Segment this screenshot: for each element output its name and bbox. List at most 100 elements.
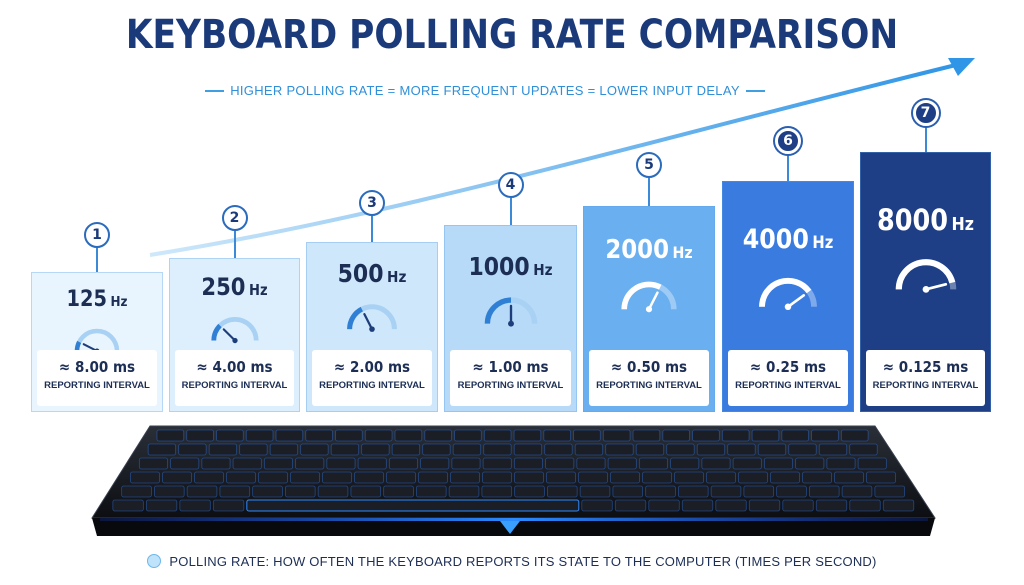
keycap [483, 443, 512, 456]
keycap [602, 429, 631, 442]
keycap [701, 457, 731, 470]
rate-unit: Hz [387, 268, 407, 286]
keycap [216, 429, 244, 442]
keycap [305, 429, 333, 442]
footer-text: POLLING RATE: HOW OFTEN THE KEYBOARD REP… [169, 554, 877, 569]
keycap [416, 485, 447, 498]
keycap [706, 471, 736, 484]
keycap [145, 499, 178, 512]
step-badge-1: 1 [84, 222, 110, 248]
interval-label: REPORTING INTERVAL [44, 380, 150, 391]
keycap [547, 485, 578, 498]
keycap [212, 499, 245, 512]
rate-number: 125 [66, 287, 107, 312]
rate-number: 500 [337, 259, 384, 288]
keycap [715, 499, 747, 512]
step-badge-3: 3 [359, 190, 385, 216]
keycap [614, 499, 647, 512]
keycap [300, 443, 329, 456]
keycap [513, 429, 542, 442]
keycap [802, 471, 832, 484]
keycap [874, 485, 906, 498]
keycap [326, 457, 356, 470]
keycap [156, 429, 185, 442]
keycap [670, 457, 700, 470]
keycap [546, 471, 576, 484]
keycap [452, 443, 482, 456]
speed-gauge-icon [621, 281, 677, 313]
keycap [840, 429, 869, 442]
keycap [757, 443, 787, 456]
keycap [226, 471, 256, 484]
keycap [727, 443, 756, 456]
keycap [285, 485, 316, 498]
rate-value: 4000 Hz [731, 224, 845, 255]
step-badge-6: 6 [775, 128, 801, 154]
keycap [841, 485, 873, 498]
interval-label: REPORTING INTERVAL [319, 380, 425, 391]
rate-value: 250 Hz [178, 273, 292, 301]
keycap [866, 471, 896, 484]
keycap [263, 457, 293, 470]
keycap [424, 429, 452, 442]
rate-card-2000: 2000 Hz ≈ 0.50 ms REPORTING INTERVAL [583, 206, 715, 412]
keycap [721, 429, 750, 442]
keycap [743, 485, 775, 498]
keycap [642, 471, 672, 484]
keycap [638, 457, 669, 470]
rate-number: 1000 [468, 252, 530, 281]
keycap [514, 471, 544, 484]
rate-number: 2000 [605, 235, 670, 265]
footer-note: POLLING RATE: HOW OFTEN THE KEYBOARD REP… [0, 554, 1024, 569]
keycap [170, 457, 200, 470]
keycap [818, 443, 848, 456]
keycap [483, 429, 512, 442]
speed-gauge-icon [895, 259, 956, 293]
keycap [357, 457, 387, 470]
keycap [781, 429, 809, 442]
keycap [662, 429, 690, 442]
interval-value: ≈ 0.50 ms [610, 358, 688, 376]
keycap [545, 457, 575, 470]
keycap [648, 499, 680, 512]
keycap [383, 485, 414, 498]
interval-value: ≈ 0.25 ms [749, 358, 827, 376]
rate-card-250: 250 Hz ≈ 4.00 ms REPORTING INTERVAL [169, 258, 300, 412]
interval-label: REPORTING INTERVAL [596, 380, 702, 391]
keycap [645, 485, 676, 498]
interval-label: REPORTING INTERVAL [872, 380, 979, 391]
interval-box: ≈ 0.125 ms REPORTING INTERVAL [866, 350, 985, 406]
keycap [448, 485, 480, 498]
rate-number: 8000 [877, 203, 949, 237]
badge-stem [924, 126, 927, 152]
badge-stem [648, 178, 650, 206]
rate-value: 2000 Hz [592, 235, 706, 265]
interval-box: ≈ 4.00 ms REPORTING INTERVAL [175, 350, 294, 406]
rate-number: 250 [201, 273, 246, 301]
rate-value: 125 Hz [40, 287, 154, 312]
badge-stem [371, 216, 373, 242]
keycap [710, 485, 742, 498]
keycap [186, 429, 214, 442]
keycap [451, 457, 481, 470]
rate-unit: Hz [110, 294, 128, 310]
keycap [763, 457, 794, 470]
keycap [751, 429, 780, 442]
speed-gauge-icon [759, 277, 817, 311]
interval-box: ≈ 8.00 ms REPORTING INTERVAL [37, 350, 157, 406]
keycap [391, 443, 421, 456]
badge-stem [233, 231, 236, 258]
interval-label: REPORTING INTERVAL [735, 380, 841, 391]
interval-label: REPORTING INTERVAL [181, 380, 288, 391]
keycap [290, 471, 320, 484]
interval-box: ≈ 0.25 ms REPORTING INTERVAL [728, 350, 848, 406]
keycap [576, 457, 606, 470]
keycap [811, 429, 839, 442]
keycap [882, 499, 915, 512]
subtitle-text: HIGHER POLLING RATE = MORE FREQUENT UPDA… [224, 83, 746, 98]
keycap [232, 457, 262, 470]
keycap [208, 443, 238, 456]
keycap [573, 429, 601, 442]
keycap [748, 499, 781, 512]
keycap [605, 443, 634, 456]
